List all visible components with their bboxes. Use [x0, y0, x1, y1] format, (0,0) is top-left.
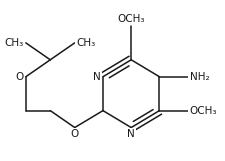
Text: OCH₃: OCH₃ — [117, 14, 145, 24]
Text: CH₃: CH₃ — [5, 38, 24, 48]
Text: CH₃: CH₃ — [77, 38, 96, 48]
Text: O: O — [71, 129, 79, 139]
Text: NH₂: NH₂ — [189, 72, 209, 82]
Text: O: O — [16, 72, 24, 82]
Text: N: N — [93, 72, 101, 82]
Text: N: N — [127, 129, 135, 139]
Text: OCH₃: OCH₃ — [189, 106, 217, 116]
